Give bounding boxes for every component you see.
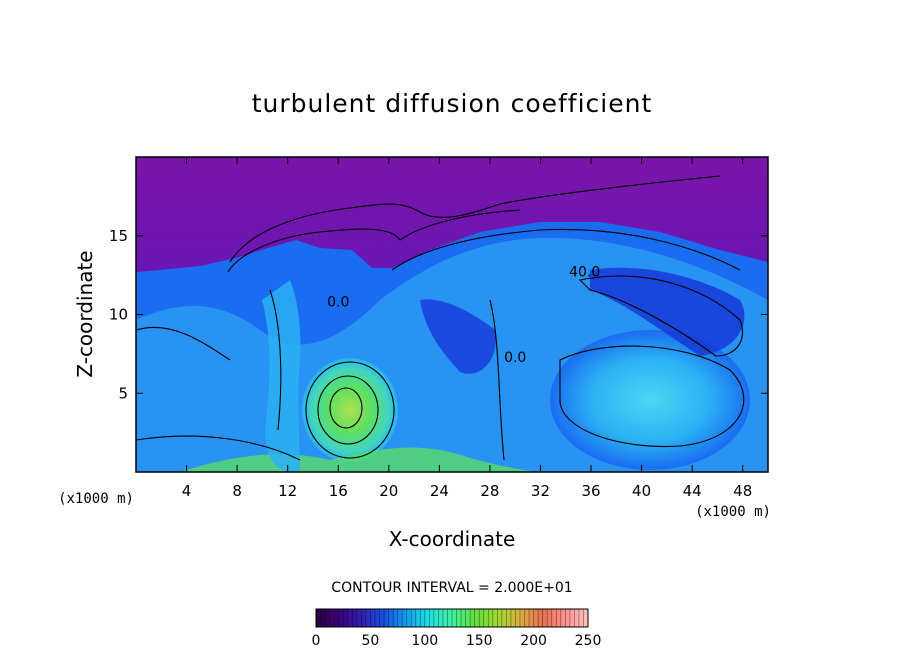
x-tick-label: 48 [733, 482, 752, 500]
contour-label: 0.0 [504, 350, 526, 366]
contour-line [305, 361, 395, 459]
contour-interval-note: CONTOUR INTERVAL = 2.000E+01 [331, 580, 572, 596]
x-tick-label: 12 [278, 482, 297, 500]
contour-line [136, 435, 301, 461]
upper-stable-layer [136, 157, 768, 272]
deep-blue-shear [420, 299, 496, 374]
x-tick-label: 28 [480, 482, 499, 500]
x-tick-label: 20 [379, 482, 398, 500]
x-tick-label: 16 [329, 482, 348, 500]
colorbar-tick-label: 0 [312, 633, 321, 649]
colorbar-tick-label: 50 [361, 633, 379, 649]
y-axis-ticks: 5 10 15 [109, 227, 768, 402]
contour-line [489, 299, 505, 461]
chart-title: turbulent diffusion coefficient [252, 89, 653, 118]
colorbar-tick-label: 100 [411, 633, 438, 649]
contour-label: 40.0 [569, 265, 600, 281]
contour-line [578, 275, 743, 357]
colorbar-stripes [320, 609, 584, 627]
contour-line [329, 387, 363, 429]
heatmap-field: 40.0 0.0 0.0 [136, 157, 768, 472]
colorbar-tick-label: 200 [520, 633, 547, 649]
x-axis-title: X-coordinate [389, 527, 516, 551]
contour-line [391, 228, 741, 271]
x-axis-ticks: 4 8 12 16 20 24 28 32 36 40 44 48 [182, 157, 752, 500]
deep-blue-core [590, 267, 745, 356]
x-tick-label: 4 [182, 482, 192, 500]
right-vortex [550, 330, 750, 470]
colorbar-tick-label: 250 [575, 633, 602, 649]
x-tick-label: 40 [632, 482, 651, 500]
contour-lines [136, 175, 745, 461]
contour-line [227, 209, 521, 273]
contour-line [269, 289, 282, 431]
y-axis-title: Z-coordinate [73, 250, 97, 377]
colorbar-ticks: 0 50 100 150 200 250 [312, 633, 602, 649]
x-tick-label: 8 [232, 482, 242, 500]
contour-line [136, 326, 231, 361]
x-tick-label: 32 [531, 482, 550, 500]
y-tick-label: 10 [109, 306, 128, 324]
x-right-unit-label: (x1000 m) [695, 504, 771, 520]
contour-line [317, 375, 379, 445]
y-tick-label: 5 [118, 384, 128, 402]
x-tick-label: 36 [581, 482, 600, 500]
y-tick-label: 15 [109, 227, 128, 245]
contour-label: 0.0 [327, 295, 349, 311]
contour-line [559, 345, 745, 448]
left-vortex [302, 358, 398, 462]
colorbar-tick-label: 150 [466, 633, 493, 649]
x-tick-label: 44 [683, 482, 702, 500]
contour-line [229, 175, 721, 263]
contour-label-layer: 40.0 0.0 0.0 [327, 265, 600, 366]
surface-green-layer [180, 447, 540, 472]
x-left-unit-label: (x1000 m) [58, 491, 134, 507]
x-tick-label: 24 [430, 482, 449, 500]
